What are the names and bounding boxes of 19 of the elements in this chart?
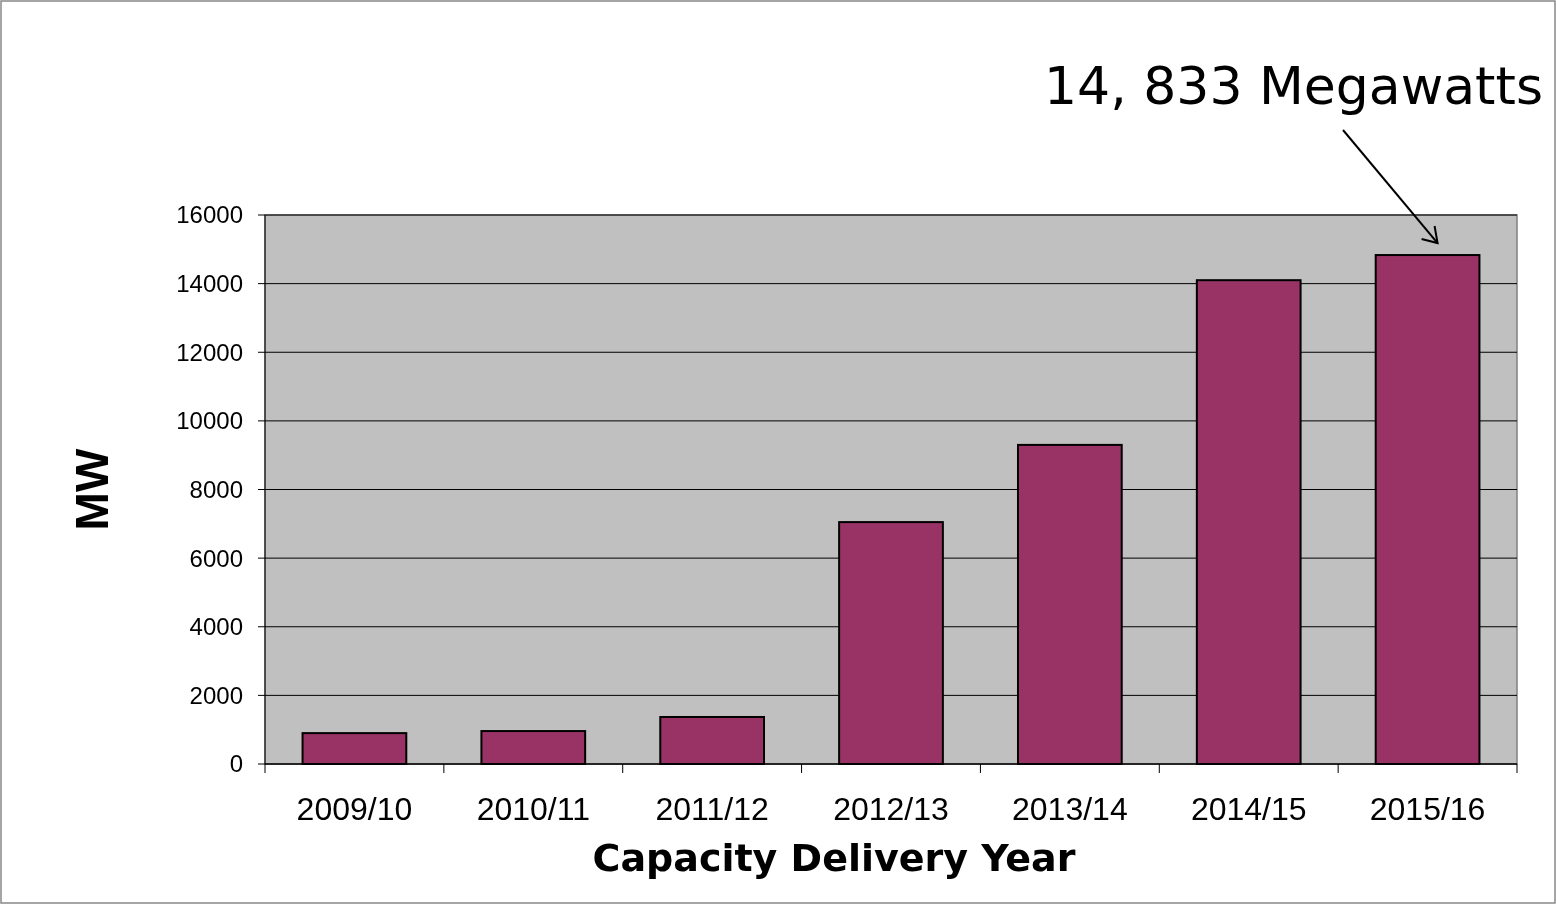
annotation: 14, 833 Megawatts (1043, 56, 1543, 116)
y-tick-label: 12000 (176, 338, 243, 366)
x-tick-label: 2009/10 (296, 791, 413, 827)
y-tick-label: 4000 (189, 613, 243, 641)
x-tick-label: 2010/11 (476, 791, 590, 827)
y-tick-label: 14000 (176, 270, 243, 298)
y-tick-label: 2000 (189, 681, 243, 709)
x-axis-title: Capacity Delivery Year (592, 836, 1076, 880)
y-tick-label: 8000 (189, 475, 243, 503)
y-axis-title: MW (66, 448, 118, 531)
y-tick-label: 10000 (176, 407, 243, 435)
x-tick-label: 2014/15 (1190, 791, 1307, 827)
y-tick-label: 0 (229, 750, 243, 778)
x-tick-label: 2011/12 (655, 791, 769, 827)
x-tick-label: 2012/13 (833, 791, 949, 827)
x-tick-label: 2015/16 (1369, 791, 1486, 827)
y-tick-label: 6000 (189, 544, 243, 572)
x-tick-label: 2013/14 (1012, 791, 1128, 827)
y-tick-label: 16000 (176, 201, 243, 229)
